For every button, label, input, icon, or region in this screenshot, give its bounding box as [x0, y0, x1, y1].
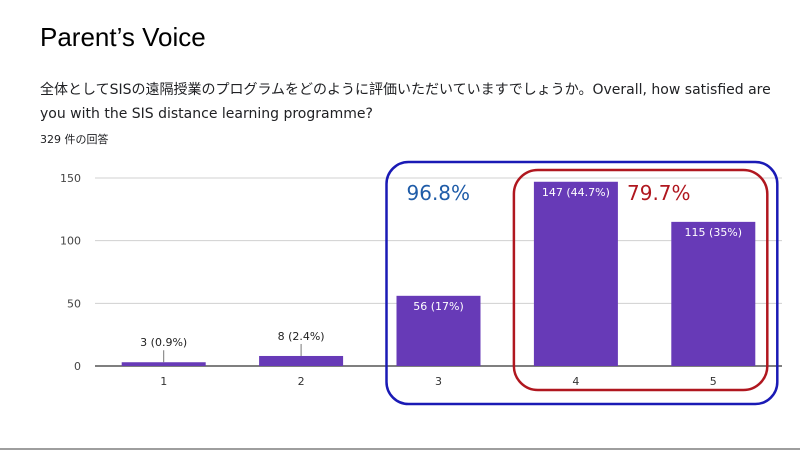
response-count: 329 件の回答 [40, 133, 109, 146]
data-label: 115 (35%) [685, 226, 743, 239]
highlight-outline-blue [385, 160, 779, 406]
slide-divider [0, 448, 800, 450]
highlight-outline-red [512, 168, 769, 392]
y-tick-label: 100 [60, 235, 81, 248]
y-tick-label: 50 [67, 297, 81, 310]
data-label: 8 (2.4%) [278, 330, 325, 343]
slide-title: Parent’s Voice [40, 22, 206, 52]
y-tick-label: 0 [74, 360, 81, 373]
x-tick-label: 3 [435, 375, 442, 388]
data-label: 3 (0.9%) [140, 336, 187, 349]
data-label: 56 (17%) [413, 300, 464, 313]
annotation-79-7: 79.7% [627, 181, 691, 205]
annotation-96-8: 96.8% [407, 181, 471, 205]
x-tick-label: 5 [710, 375, 717, 388]
survey-question: 全体としてSISの遠隔授業のプログラムをどのように評価いただいていますでしょうか… [40, 82, 771, 122]
bar [396, 295, 481, 366]
x-tick-label: 1 [160, 375, 167, 388]
bar [533, 181, 618, 366]
bar [121, 362, 206, 366]
bar [671, 221, 756, 366]
x-tick-label: 2 [298, 375, 305, 388]
data-label: 147 (44.7%) [542, 186, 610, 199]
bar [259, 355, 344, 366]
x-tick-label: 4 [572, 375, 579, 388]
y-tick-label: 150 [60, 172, 81, 185]
